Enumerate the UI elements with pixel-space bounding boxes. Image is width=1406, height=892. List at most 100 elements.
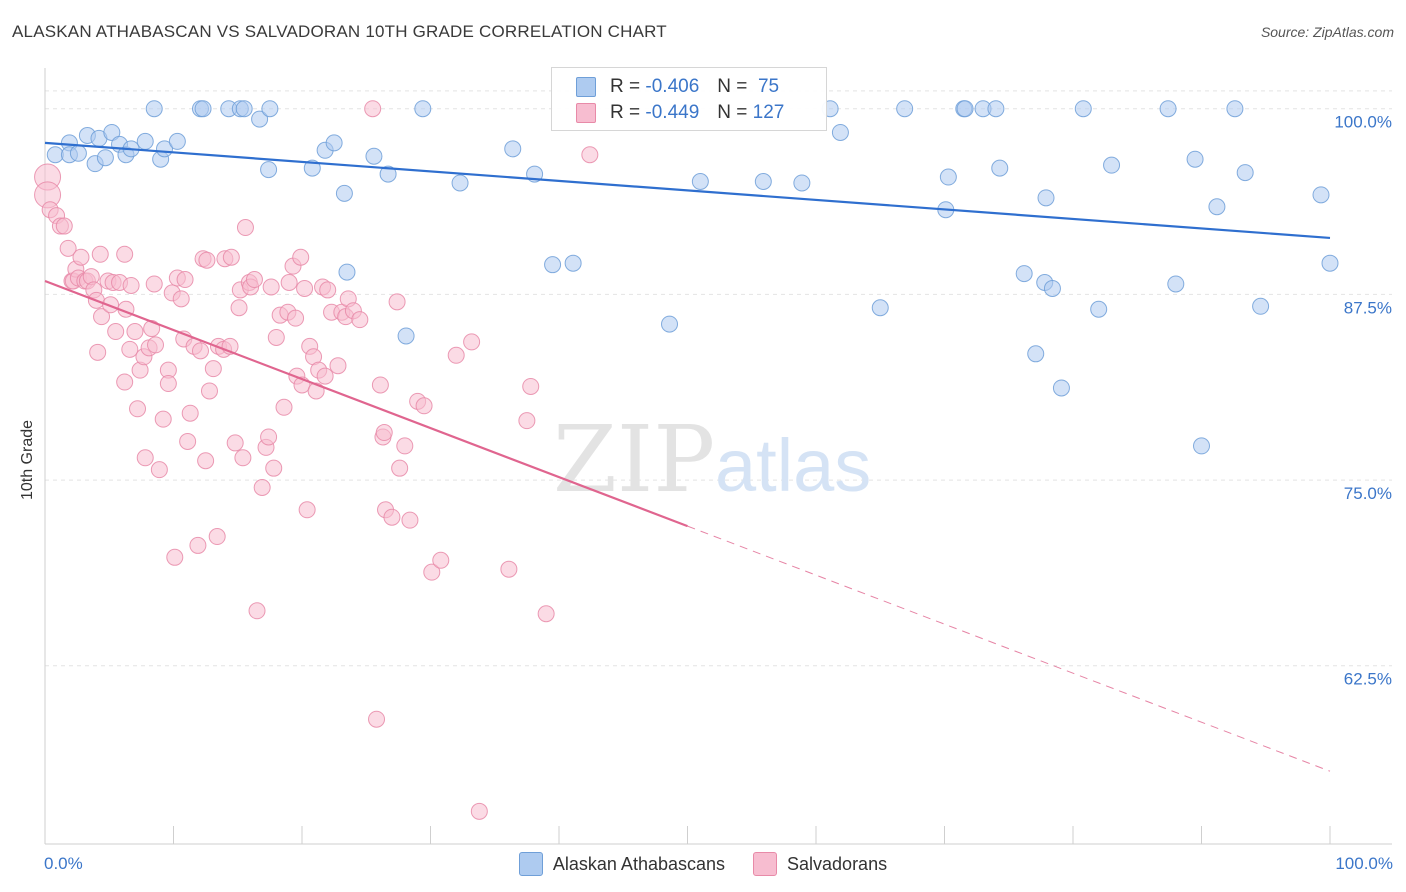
point-salvadoran (537, 605, 555, 623)
point-salvadoran (470, 802, 488, 820)
point-alaskan (46, 146, 64, 164)
trend-line-salvadoran (44, 279, 688, 528)
point-alaskan (691, 172, 709, 190)
point-alaskan (991, 159, 1009, 177)
point-salvadoran (189, 536, 207, 554)
point-salvadoran (236, 219, 254, 237)
point-alaskan (754, 172, 772, 190)
point-salvadoran (265, 459, 283, 477)
legend-item-salvadoran[interactable]: Salvadorans (753, 852, 887, 876)
point-alaskan (136, 132, 154, 150)
point-salvadoran (116, 245, 134, 263)
trend-lines (44, 141, 1331, 772)
point-salvadoran (522, 377, 540, 395)
series-salvadorans-points (34, 100, 599, 820)
point-alaskan (379, 165, 397, 183)
n-value-salvadoran: 127 (752, 102, 785, 123)
point-salvadoran (59, 239, 77, 257)
point-salvadoran (159, 375, 177, 393)
point-alaskan (956, 100, 974, 118)
point-salvadoran (383, 508, 401, 526)
point-salvadoran (226, 434, 244, 452)
legend-swatch-alaskan (518, 852, 543, 876)
point-alaskan (661, 315, 679, 333)
point-salvadoran (222, 248, 240, 266)
legend-label-salvadoran: Salvadorans (787, 853, 888, 874)
point-salvadoran (253, 478, 271, 496)
point-salvadoran (415, 397, 433, 415)
y-tick-label: 75.0% (1344, 484, 1392, 503)
point-alaskan (335, 184, 353, 202)
point-alaskan (1252, 297, 1270, 315)
point-alaskan (1037, 189, 1055, 207)
point-salvadoran (267, 328, 285, 346)
point-alaskan (194, 100, 212, 118)
point-salvadoran (518, 412, 536, 430)
point-alaskan (1015, 265, 1033, 283)
point-salvadoran (172, 290, 190, 308)
r-label: R = (610, 76, 641, 97)
watermark-atlas: atlas (715, 424, 871, 507)
point-alaskan (397, 327, 415, 345)
point-alaskan (1027, 345, 1045, 363)
point-salvadoran (351, 311, 369, 329)
point-alaskan (871, 299, 889, 317)
chart-title: ALASKAN ATHABASCAN VS SALVADORAN 10TH GR… (12, 22, 667, 41)
point-salvadoran (463, 333, 481, 351)
point-alaskan (414, 100, 432, 118)
source-credit: Source: ZipAtlas.com (1260, 24, 1394, 40)
point-alaskan (1074, 100, 1092, 118)
point-alaskan (939, 168, 957, 186)
point-salvadoran (122, 276, 140, 294)
point-salvadoran (275, 398, 293, 416)
r-label: R = (610, 102, 641, 123)
point-alaskan (338, 263, 356, 281)
point-alaskan (261, 100, 279, 118)
point-alaskan (1167, 275, 1185, 293)
point-alaskan (831, 123, 849, 141)
point-salvadoran (447, 346, 465, 364)
point-salvadoran (198, 251, 216, 269)
legend-label-alaskan: Alaskan Athabascans (552, 853, 726, 874)
gridlines (45, 90, 1392, 667)
point-salvadoran (126, 323, 144, 341)
point-salvadoran (316, 367, 334, 385)
point-salvadoran (116, 373, 134, 391)
point-salvadoran (280, 274, 298, 292)
point-salvadoran (136, 449, 154, 467)
x-tick-label: 0.0% (44, 854, 83, 873)
point-salvadoran (129, 400, 147, 418)
point-alaskan (235, 100, 253, 118)
point-alaskan (896, 100, 914, 118)
point-alaskan (1090, 300, 1108, 318)
point-salvadoran (208, 528, 226, 546)
point-salvadoran (329, 357, 347, 375)
point-salvadoran (72, 248, 90, 266)
n-label: N = (717, 76, 748, 97)
point-salvadoran (147, 336, 165, 354)
point-salvadoran (375, 424, 393, 442)
point-salvadoran (93, 308, 111, 326)
point-salvadoran (396, 437, 414, 455)
point-salvadoran (296, 279, 314, 297)
point-salvadoran (150, 461, 168, 479)
point-alaskan (544, 256, 562, 274)
point-alaskan (564, 254, 582, 272)
swatch-alaskan (576, 77, 596, 97)
point-alaskan (145, 100, 163, 118)
y-tick-label: 87.5% (1344, 298, 1392, 317)
point-alaskan (365, 147, 383, 165)
point-salvadoran (204, 360, 222, 378)
legend-item-alaskan[interactable]: Alaskan Athabascans (518, 852, 726, 876)
point-alaskan (1103, 156, 1121, 174)
point-salvadoran (176, 271, 194, 289)
series-alaskan-athabascans-points (46, 100, 1339, 455)
stats-row-salvadoran: R = -0.449 N = 127 (576, 101, 784, 125)
point-salvadoran (234, 449, 252, 467)
point-salvadoran (145, 275, 163, 293)
point-salvadoran (200, 382, 218, 400)
point-alaskan (168, 132, 186, 150)
r-value-alaskan: -0.406 (645, 76, 700, 97)
point-salvadoran (166, 548, 184, 566)
